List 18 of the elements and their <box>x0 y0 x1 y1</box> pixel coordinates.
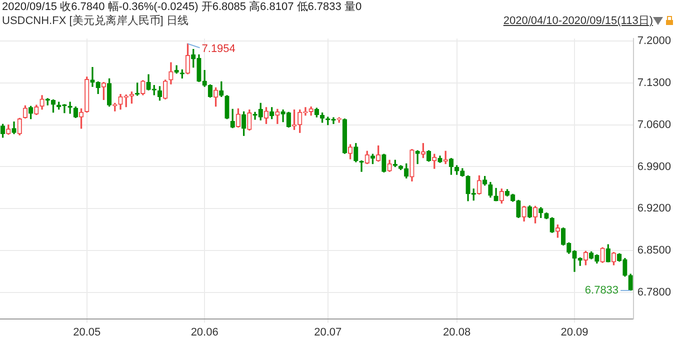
y-tick-label: 7.1300 <box>637 76 672 89</box>
y-tick-label: 7.2000 <box>637 35 672 48</box>
y-tick-label: 6.9200 <box>637 202 672 215</box>
y-tick-label: 6.8500 <box>637 244 672 257</box>
x-tick-label: 20.05 <box>73 326 101 338</box>
chart-title: USDCNH.FX [美元兑离岸人民币] 日线 <box>2 14 188 28</box>
x-tick-label: 20.08 <box>443 326 471 338</box>
annotation: 7.1954 <box>202 42 236 55</box>
y-tick-label: 7.0600 <box>637 118 672 131</box>
x-tick-label: 20.09 <box>560 326 588 338</box>
candlestick <box>415 150 420 164</box>
y-tick-label: 6.7800 <box>637 286 672 298</box>
x-tick-label: 20.06 <box>190 326 218 338</box>
chart-subtitle: 2020/09/15 收6.7840 幅-0.36%(-0.0245) 开6.8085 高6.8107 低6.7833 量0 <box>2 0 362 14</box>
text: 2020/04/10-2020/09/15(113日) <box>503 14 653 28</box>
annotation: 6.7833 <box>584 284 619 297</box>
y-tick-label: 6.9900 <box>637 160 672 173</box>
x-tick-label: 20.07 <box>314 326 342 338</box>
